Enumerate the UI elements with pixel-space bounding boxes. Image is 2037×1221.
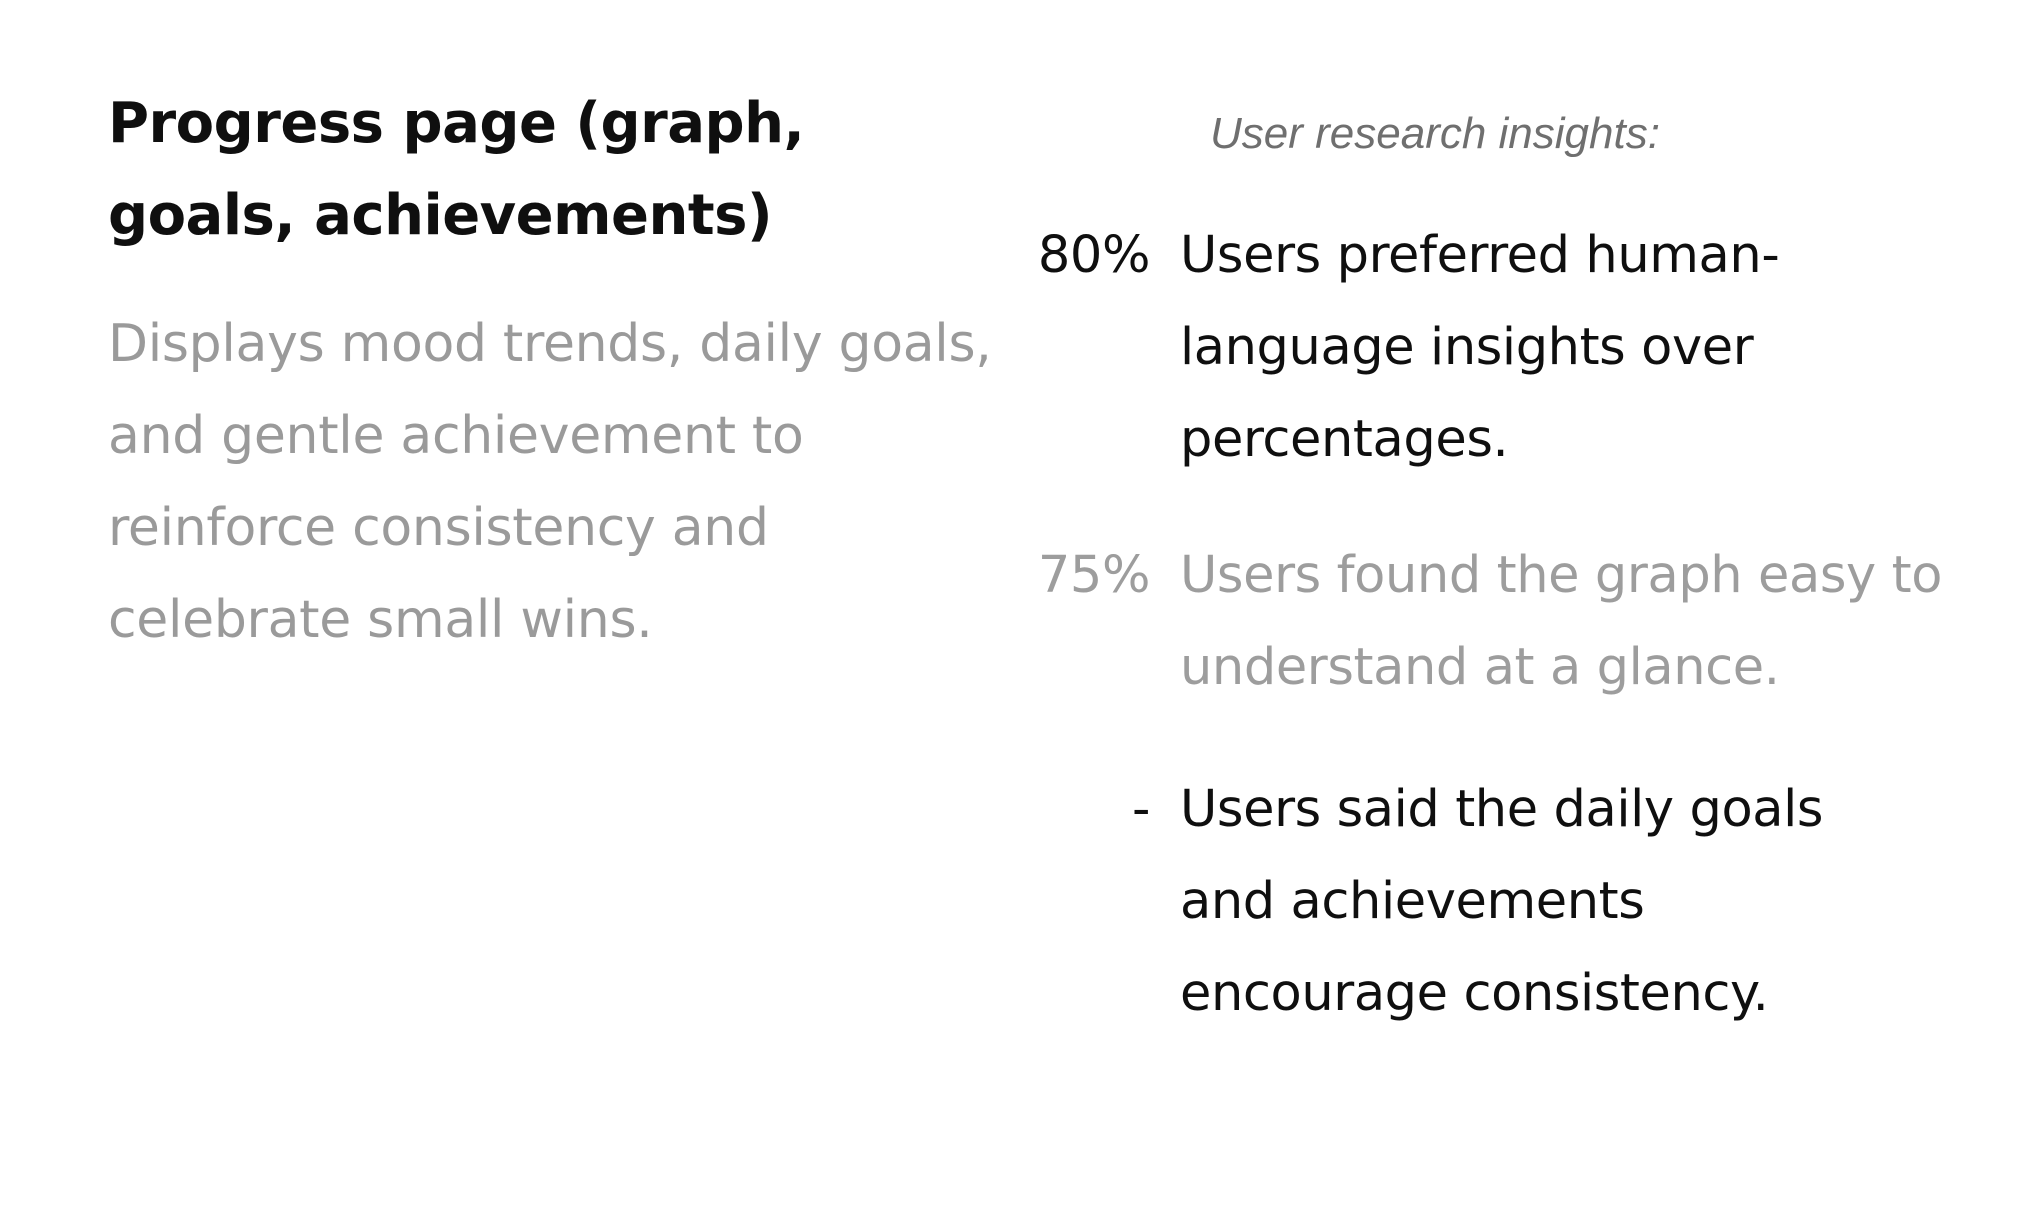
insight-text: Users said the daily goals and achieveme… [1180,780,1824,1023]
insight-stat: 80% [1037,226,1151,285]
insight-stat: - [1131,780,1150,839]
insight-text: Users preferred human-language insights … [1180,226,1780,469]
research-heading: User research insights: [1210,109,1660,158]
insight-item: 75% Users found the graph easy to unders… [1000,530,2020,714]
page-description: Displays mood trends, daily goals, and g… [108,314,992,650]
insight-stat: 75% [1037,546,1151,605]
page-title: Progress page (graph, goals, achievement… [108,91,805,248]
insight-text: Users found the graph easy to understand… [1180,546,1943,697]
insight-item: - Users said the daily goals and achieve… [1000,764,2020,1040]
insight-item: 80% Users preferred human-language insig… [1000,210,2020,486]
progress-page-summary: Progress page (graph, goals, achievement… [108,78,1008,666]
